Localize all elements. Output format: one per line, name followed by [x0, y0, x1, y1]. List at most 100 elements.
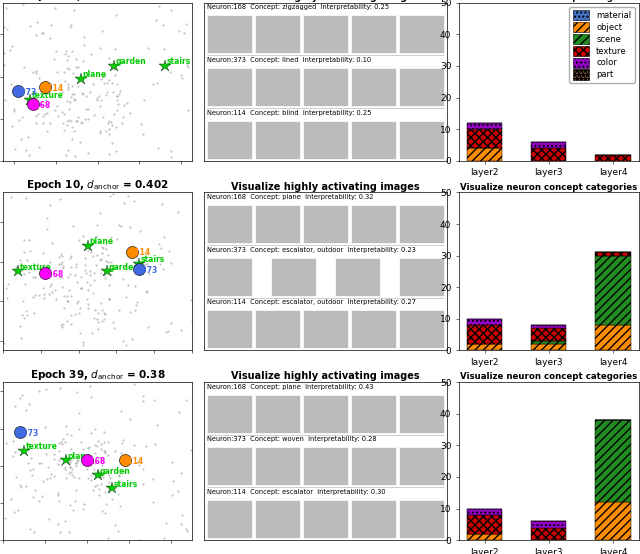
- Point: [117, 119, 127, 127]
- Bar: [351, 16, 396, 53]
- Point: [22, 440, 33, 449]
- Text: #114: #114: [128, 248, 150, 257]
- Point: [92, 220, 102, 229]
- Point: [72, 387, 82, 396]
- Point: [13, 505, 23, 514]
- Point: [159, 45, 169, 54]
- Point: [135, 535, 145, 544]
- Point: [54, 496, 64, 505]
- Point: [105, 474, 115, 483]
- Point: [106, 481, 116, 490]
- Point: [81, 91, 92, 100]
- Point: [52, 68, 62, 77]
- Text: #373: #373: [16, 429, 38, 438]
- Point: [36, 99, 46, 107]
- Point: [107, 494, 117, 503]
- Point: [111, 123, 122, 132]
- Point: [173, 207, 183, 216]
- Bar: [399, 68, 444, 106]
- Point: [181, 526, 191, 535]
- Text: #168: #168: [29, 101, 51, 110]
- Point: [120, 262, 130, 271]
- Point: [59, 68, 69, 76]
- Point: [89, 465, 99, 474]
- Point: [180, 19, 191, 28]
- Point: [131, 301, 141, 310]
- Title: Visualize neuron concept categories: Visualize neuron concept categories: [460, 183, 637, 192]
- Point: [63, 296, 73, 305]
- Point: [148, 80, 159, 89]
- Point: [74, 309, 84, 318]
- Bar: [531, 527, 566, 540]
- Point: [111, 235, 122, 244]
- Text: #168: #168: [42, 270, 63, 279]
- Point: [110, 45, 120, 54]
- Point: [118, 467, 128, 476]
- Point: [56, 249, 66, 258]
- Point: [113, 489, 123, 498]
- Bar: [303, 310, 348, 348]
- Point: [176, 468, 186, 477]
- Point: [83, 300, 93, 309]
- Point: [100, 90, 111, 99]
- Point: [60, 49, 70, 58]
- Point: [3, 279, 13, 288]
- Point: [108, 317, 118, 326]
- Point: [54, 260, 64, 269]
- Point: [9, 105, 19, 114]
- Point: [31, 30, 42, 39]
- Point: [166, 147, 177, 156]
- Point: [45, 33, 55, 42]
- Point: [134, 226, 145, 235]
- Point: [176, 326, 186, 335]
- Bar: [351, 448, 396, 485]
- Point: [67, 468, 77, 476]
- Point: [64, 105, 74, 114]
- Point: [81, 268, 92, 277]
- Point: [106, 233, 116, 242]
- Point: [97, 249, 107, 258]
- Bar: [255, 16, 300, 53]
- Point: [102, 78, 112, 87]
- Point: [114, 480, 124, 489]
- Point: [96, 74, 106, 83]
- Bar: [595, 253, 630, 255]
- Bar: [351, 310, 396, 348]
- Point: [74, 235, 84, 244]
- Point: [81, 105, 92, 114]
- Point: [95, 44, 106, 53]
- Point: [83, 444, 93, 453]
- Point: [74, 138, 84, 147]
- Point: [22, 256, 33, 265]
- Point: [8, 452, 18, 460]
- Point: [54, 528, 65, 537]
- Point: [44, 289, 54, 298]
- Point: [65, 500, 76, 509]
- Point: [164, 247, 175, 255]
- Point: [115, 86, 125, 95]
- Point: [138, 397, 148, 406]
- Point: [90, 424, 100, 433]
- Point: [30, 272, 40, 281]
- Point: [104, 54, 114, 63]
- Point: [156, 244, 166, 253]
- Point: [66, 93, 76, 101]
- Point: [95, 255, 105, 264]
- Point: [63, 64, 74, 73]
- Text: plane: plane: [90, 237, 114, 246]
- Point: [97, 306, 107, 315]
- Point: [115, 305, 125, 314]
- Point: [20, 279, 30, 288]
- Point: [78, 452, 88, 460]
- Point: [65, 98, 76, 106]
- Point: [152, 420, 162, 429]
- Point: [10, 402, 20, 411]
- Point: [59, 303, 69, 312]
- Text: stairs: stairs: [114, 480, 138, 489]
- Point: [57, 258, 67, 266]
- Point: [38, 476, 49, 485]
- Point: [85, 381, 95, 390]
- Text: Neuron:114  Concept: escalator  Interpretability: 0.30: Neuron:114 Concept: escalator Interpreta…: [207, 489, 385, 495]
- Point: [62, 63, 72, 72]
- Point: [18, 296, 28, 305]
